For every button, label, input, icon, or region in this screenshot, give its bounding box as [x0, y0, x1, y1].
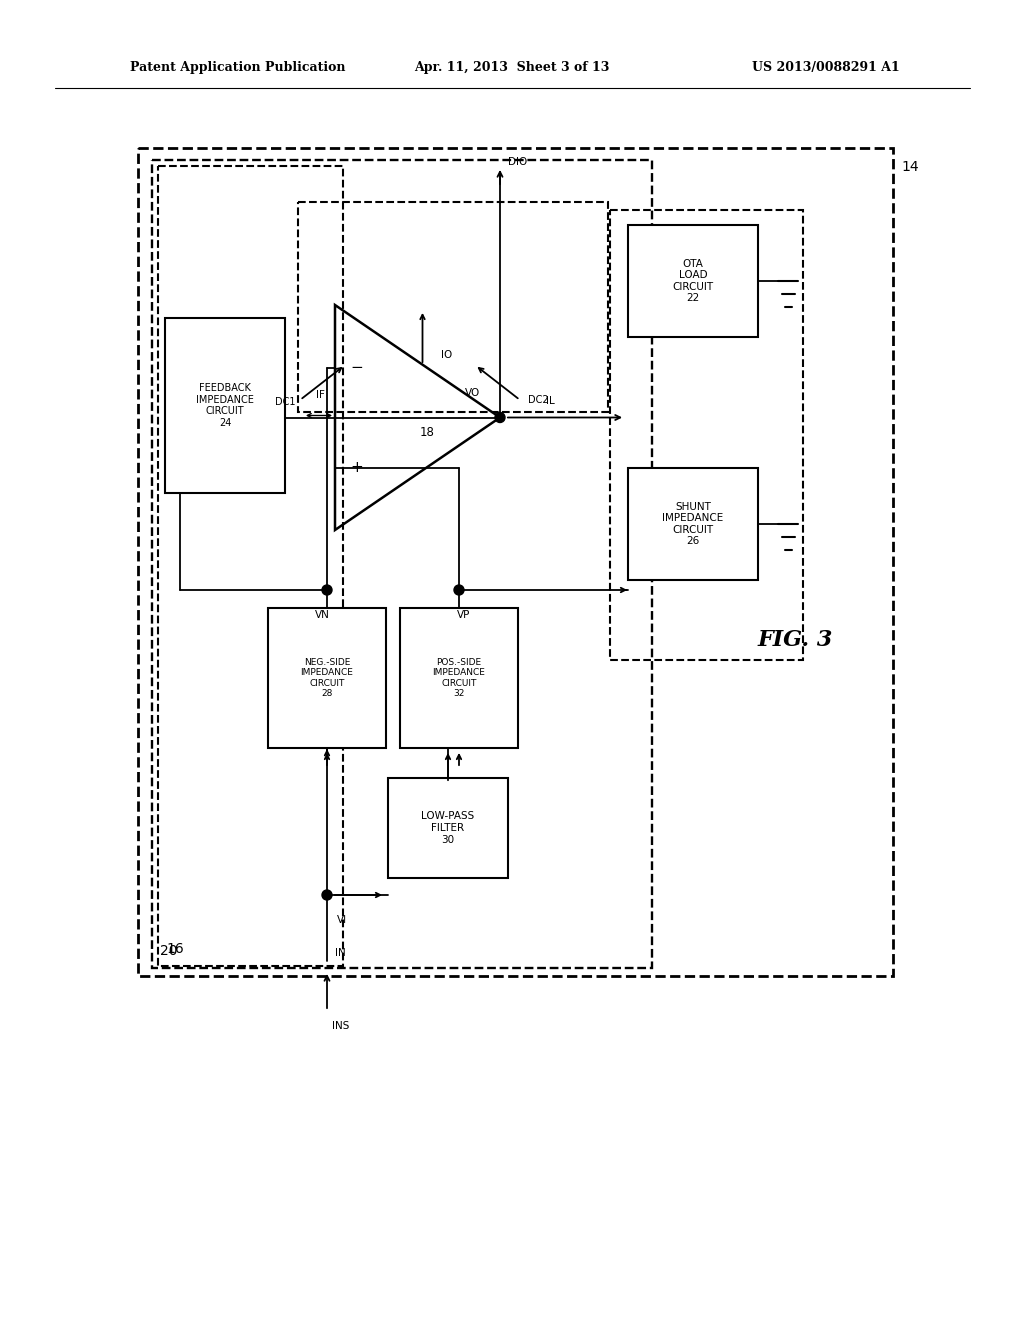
- Text: 14: 14: [901, 160, 919, 174]
- Bar: [152, 160, 652, 968]
- Text: SHUNT
IMPEDANCE
CIRCUIT
26: SHUNT IMPEDANCE CIRCUIT 26: [663, 502, 724, 546]
- Bar: [400, 609, 518, 748]
- Bar: [165, 318, 285, 492]
- Circle shape: [322, 890, 332, 900]
- Bar: [268, 609, 386, 748]
- Text: 16: 16: [166, 942, 183, 956]
- Text: VO: VO: [465, 388, 480, 397]
- Text: DIO: DIO: [508, 157, 527, 168]
- Bar: [628, 224, 758, 337]
- Bar: [158, 166, 343, 966]
- Text: FIG. 3: FIG. 3: [758, 630, 833, 651]
- Text: OTA
LOAD
CIRCUIT
22: OTA LOAD CIRCUIT 22: [673, 259, 714, 304]
- Text: POS.-SIDE
IMPEDANCE
CIRCUIT
32: POS.-SIDE IMPEDANCE CIRCUIT 32: [432, 657, 485, 698]
- Bar: [610, 210, 803, 660]
- Text: +: +: [350, 459, 364, 475]
- Text: 18: 18: [420, 426, 435, 440]
- Text: 20: 20: [160, 944, 177, 958]
- Text: DC1: DC1: [274, 397, 295, 407]
- Text: IF: IF: [315, 389, 325, 400]
- Text: FEEDBACK
IMPEDANCE
CIRCUIT
24: FEEDBACK IMPEDANCE CIRCUIT 24: [196, 383, 254, 428]
- Text: −: −: [350, 360, 364, 375]
- Text: INS: INS: [332, 1020, 349, 1031]
- Circle shape: [322, 585, 332, 595]
- Text: Patent Application Publication: Patent Application Publication: [130, 62, 345, 74]
- Text: DC2: DC2: [528, 395, 549, 405]
- Circle shape: [495, 412, 505, 422]
- Text: NEG.-SIDE
IMPEDANCE
CIRCUIT
28: NEG.-SIDE IMPEDANCE CIRCUIT 28: [301, 657, 353, 698]
- Text: VI: VI: [337, 915, 347, 925]
- Bar: [298, 202, 608, 412]
- Bar: [388, 777, 508, 878]
- Text: IL: IL: [546, 396, 554, 405]
- Text: IN: IN: [335, 948, 346, 958]
- Text: VP: VP: [458, 610, 471, 620]
- Circle shape: [454, 585, 464, 595]
- Text: VN: VN: [314, 610, 330, 620]
- Bar: [138, 148, 893, 975]
- Text: Apr. 11, 2013  Sheet 3 of 13: Apr. 11, 2013 Sheet 3 of 13: [415, 62, 609, 74]
- Text: IO: IO: [440, 350, 452, 360]
- Text: US 2013/0088291 A1: US 2013/0088291 A1: [753, 62, 900, 74]
- Bar: [628, 469, 758, 579]
- Text: LOW-PASS
FILTER
30: LOW-PASS FILTER 30: [421, 812, 475, 845]
